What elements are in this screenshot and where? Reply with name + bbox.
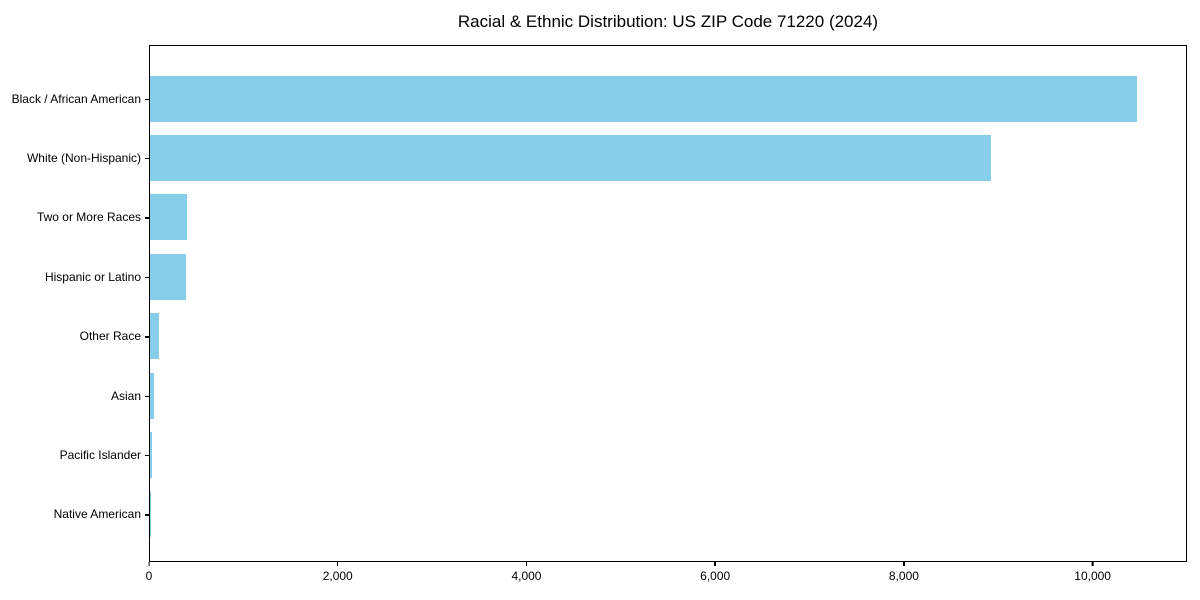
bar-row: Two or More Races (37, 188, 1186, 247)
bar-row: Native American (54, 485, 1186, 544)
x-tick: 4,000 (511, 562, 541, 583)
y-tick-mark (145, 336, 149, 338)
bars-area: Black / African American White (Non-Hispa… (12, 46, 1186, 561)
chart-title: Racial & Ethnic Distribution: US ZIP Cod… (457, 12, 879, 31)
y-axis-label: Black / African American (11, 91, 141, 106)
bar-row: Other Race (80, 307, 1186, 366)
bar-row: Hispanic or Latino (45, 247, 1186, 306)
bar-row: Asian (111, 366, 1186, 425)
y-tick-mark (145, 514, 149, 516)
x-tick-label: 2,000 (322, 569, 353, 583)
y-axis-label: Asian (110, 388, 141, 403)
x-tick-label: 4,000 (511, 569, 542, 583)
y-tick-mark (145, 217, 149, 219)
x-tick-label: 8,000 (888, 569, 919, 583)
x-tick: 6,000 (700, 562, 730, 583)
x-tick-mark (337, 562, 339, 566)
x-tick: 8,000 (889, 562, 919, 583)
bar-row: Pacific Islander (60, 425, 1186, 484)
bar (150, 372, 155, 419)
y-axis-label: White (Non-Hispanic) (26, 151, 141, 166)
bar (150, 194, 187, 241)
bar (150, 313, 159, 360)
y-axis-label: Native American (53, 507, 141, 522)
bar-row: White (Non-Hispanic) (27, 128, 1186, 187)
x-tick-mark (714, 562, 716, 566)
x-tick: 2,000 (323, 562, 353, 583)
x-tick-mark (903, 562, 905, 566)
y-tick-mark (145, 454, 149, 457)
x-tick-label: 6,000 (700, 569, 731, 583)
y-axis-label: Hispanic or Latino (44, 269, 141, 284)
bar (150, 253, 186, 300)
bar (150, 75, 1138, 122)
plot-area: Black / African American White (Non-Hispa… (12, 45, 1187, 562)
x-tick-mark (148, 562, 150, 566)
y-tick-mark (145, 158, 149, 160)
bar (150, 135, 992, 182)
x-tick: 0 (145, 562, 153, 583)
x-tick-label: 10,000 (1074, 569, 1111, 583)
y-tick-mark (145, 98, 149, 101)
bar (150, 431, 152, 478)
y-axis-label: Other Race (79, 329, 141, 344)
x-tick-label: 0 (145, 569, 153, 583)
y-tick-mark (145, 276, 149, 279)
x-tick-mark (1091, 562, 1094, 566)
y-axis-label: Pacific Islander (59, 447, 141, 462)
y-tick-mark (145, 395, 149, 397)
y-axis-label: Two or More Races (36, 210, 141, 225)
x-tick-mark (525, 562, 528, 566)
x-tick: 10,000 (1074, 562, 1111, 583)
bar-row: Black / African American (12, 69, 1186, 128)
x-axis: 0 2,000 4,000 6,000 8,000 10,000 (145, 562, 1187, 592)
